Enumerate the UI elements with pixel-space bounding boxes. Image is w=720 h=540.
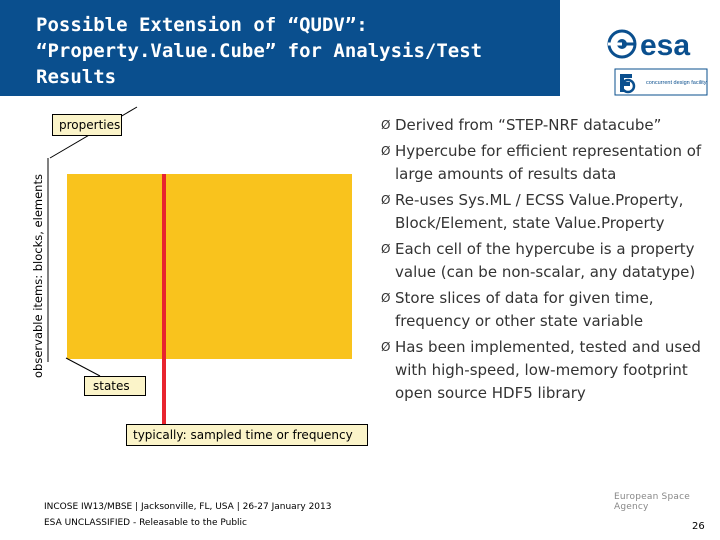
arrow-bullet-icon: Ø: [381, 193, 391, 207]
typical-label: typically: sampled time or frequency: [126, 424, 368, 446]
bullet-text: Has been implemented, tested and used wi…: [395, 338, 701, 402]
properties-label: properties: [52, 114, 122, 136]
bullet-text: Store slices of data for given time, fre…: [395, 289, 654, 330]
state-slice-bar: [162, 174, 166, 424]
slide-title: Possible Extension of “QUDV”: “Property.…: [36, 12, 556, 90]
bullet-item: Ø Derived from “STEP-NRF datacube”: [381, 114, 711, 137]
esa-logo-text: esa: [640, 29, 690, 62]
bullet-list: Ø Derived from “STEP-NRF datacube” Ø Hyper…: [381, 114, 711, 408]
page-number: 26: [692, 521, 705, 532]
cdf-logo-text: concurrent design facility: [646, 80, 707, 86]
states-label: states: [84, 376, 146, 396]
hypercube-face: [67, 174, 352, 359]
footer-conference: INCOSE IW13/MBSE | Jacksonville, FL, USA…: [44, 502, 332, 512]
arrow-bullet-icon: Ø: [381, 118, 391, 132]
bullet-text: Hypercube for efficient representation o…: [395, 142, 702, 183]
footer-agency-name: European Space Agency: [614, 492, 690, 512]
cdf-logo-icon: concurrent design facility: [614, 68, 708, 96]
bullet-item: Ø Re-uses Sys.ML / ECSS Value.Property, B…: [381, 189, 711, 235]
bullet-text: Re-uses Sys.ML / ECSS Value.Property, Bl…: [395, 191, 684, 232]
y-axis-label-text: observable items: blocks, elements: [31, 174, 45, 378]
bullet-item: Ø Store slices of data for given time, fr…: [381, 287, 711, 333]
arrow-bullet-icon: Ø: [381, 144, 391, 158]
bullet-item: Ø Each cell of the hypercube is a propert…: [381, 238, 711, 284]
bullet-text: Derived from “STEP-NRF datacube”: [395, 116, 662, 134]
title-line-1: Possible Extension of “QUDV”:: [36, 14, 368, 36]
title-line-2: “Property.Value.Cube” for Analysis/Test: [36, 40, 483, 62]
bullet-item: Ø Hypercube for efficient representation …: [381, 140, 711, 186]
bullet-item: Ø Has been implemented, tested and used w…: [381, 336, 711, 405]
bullet-text: Each cell of the hypercube is a property…: [395, 240, 696, 281]
footer-classification: ESA UNCLASSIFIED - Releasable to the Pub…: [44, 518, 247, 528]
states-leader: [65, 357, 101, 377]
arrow-bullet-icon: Ø: [381, 242, 391, 256]
arrow-bullet-icon: Ø: [381, 291, 391, 305]
title-line-3: Results: [36, 66, 117, 88]
arrow-bullet-icon: Ø: [381, 340, 391, 354]
title-band: [0, 0, 560, 96]
slide-header: Possible Extension of “QUDV”: “Property.…: [0, 0, 720, 96]
esa-logo-icon: esa: [607, 29, 690, 62]
